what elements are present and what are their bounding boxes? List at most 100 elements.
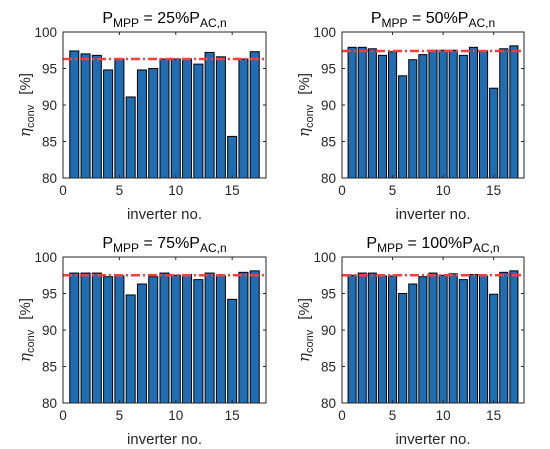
y-tick-label: 90 xyxy=(42,323,57,338)
y-label-subscript: conv xyxy=(25,329,37,353)
bar-inverter-2 xyxy=(357,272,367,404)
bar-inverter-6 xyxy=(125,294,136,404)
x-axis-label: inverter no. xyxy=(395,431,470,448)
bar-inverter-7 xyxy=(136,69,147,179)
subplot-4: 0 5 10 15 80 85 90 95 100 inverter no. ηconv [%] PMP… xyxy=(295,235,525,448)
y-tick-label: 80 xyxy=(321,396,336,411)
bar-inverter-13 xyxy=(468,46,478,179)
bar-inverter-17 xyxy=(249,270,260,404)
y-tick-label: 85 xyxy=(42,360,57,375)
subplot-3: 0 5 10 15 80 85 90 95 100 inverter no. ηconv [%] PMP… xyxy=(16,235,267,448)
bar-inverter-14 xyxy=(479,50,489,179)
y-tick-label: 100 xyxy=(313,250,336,265)
bar-inverter-9 xyxy=(159,272,170,404)
x-axis-label: inverter no. xyxy=(395,206,470,223)
bar-inverter-13 xyxy=(204,272,215,404)
y-label-subscript: conv xyxy=(25,104,37,128)
bar-inverter-4 xyxy=(103,276,114,404)
x-tick-label: 15 xyxy=(486,408,501,423)
y-tick-label: 95 xyxy=(42,287,57,302)
y-tick-label: 80 xyxy=(321,171,336,186)
x-tick-label: 10 xyxy=(168,408,183,423)
bar-inverter-16 xyxy=(499,271,509,404)
bar-inverter-3 xyxy=(91,272,102,404)
y-tick-label: 85 xyxy=(321,135,336,150)
bar-inverter-7 xyxy=(408,283,418,404)
bar-inverter-12 xyxy=(458,54,468,179)
bar-inverter-1 xyxy=(69,272,80,404)
bar-inverter-11 xyxy=(448,273,458,404)
bar-inverter-13 xyxy=(204,51,215,179)
bar-inverter-7 xyxy=(136,283,147,404)
bar-inverter-10 xyxy=(170,58,181,179)
bar-inverter-4 xyxy=(377,275,387,404)
x-axis-label: inverter no. xyxy=(127,206,202,223)
x-axis-label: inverter no. xyxy=(127,431,202,448)
y-tick-label: 95 xyxy=(321,62,336,77)
bar-inverter-4 xyxy=(103,69,114,179)
bar-inverter-3 xyxy=(91,54,102,179)
subplot-1: 0 5 10 15 80 85 90 95 100 inverter no. ηconv [%] PMP… xyxy=(16,10,267,223)
y-tick-label: 100 xyxy=(313,25,336,40)
bar-inverter-8 xyxy=(418,54,428,179)
title-subscript-1: MPP xyxy=(382,16,408,30)
y-axis-label: ηconv [%] xyxy=(295,298,316,362)
y-label-subscript: conv xyxy=(304,329,316,353)
bar-inverter-15 xyxy=(489,87,499,179)
title-subscript-1: MPP xyxy=(113,241,139,255)
subplot-2: 0 5 10 15 80 85 90 95 100 inverter no. ηconv [%] PMP… xyxy=(295,10,525,223)
x-tick-label: 15 xyxy=(225,408,240,423)
bar-inverter-14 xyxy=(215,56,226,179)
bar-inverter-12 xyxy=(193,279,204,404)
bar-inverter-12 xyxy=(193,63,204,179)
x-tick-label: 5 xyxy=(389,408,397,423)
bar-inverter-11 xyxy=(448,49,458,179)
title-subscript-1: MPP xyxy=(113,16,139,30)
bar-inverter-5 xyxy=(388,275,398,404)
y-tick-label: 95 xyxy=(321,287,336,302)
bar-inverter-4 xyxy=(377,54,387,179)
title-subscript-2: AC,n xyxy=(468,16,495,30)
y-label-unit: [%] xyxy=(296,73,313,95)
y-label-subscript: conv xyxy=(304,104,316,128)
bar-inverter-11 xyxy=(182,58,193,179)
bar-inverter-1 xyxy=(69,50,80,179)
x-tick-label: 10 xyxy=(436,408,451,423)
title-middle: = 100%P xyxy=(403,235,473,252)
title-middle: = 75%P xyxy=(139,235,200,252)
y-label-unit: [%] xyxy=(17,298,34,320)
y-label-symbol: η xyxy=(295,353,313,362)
chart-title: PMPP = 50%PAC,n xyxy=(371,10,495,30)
y-label-symbol: η xyxy=(16,128,34,137)
title-subscript-2: AC,n xyxy=(473,241,500,255)
x-tick-label: 0 xyxy=(59,408,67,423)
title-subscript-2: AC,n xyxy=(200,16,227,30)
chart-title: PMPP = 75%PAC,n xyxy=(102,235,226,255)
y-label-symbol: η xyxy=(295,128,313,137)
bar-inverter-16 xyxy=(238,271,249,404)
title-subscript-1: MPP xyxy=(377,241,403,255)
bar-inverter-15 xyxy=(227,135,238,179)
x-tick-label: 10 xyxy=(436,183,451,198)
x-tick-label: 0 xyxy=(338,183,346,198)
bar-inverter-14 xyxy=(479,275,489,404)
bar-inverter-17 xyxy=(249,51,260,179)
x-tick-label: 5 xyxy=(116,408,124,423)
bar-inverter-11 xyxy=(182,274,193,404)
bar-inverter-6 xyxy=(125,96,136,179)
bar-inverter-8 xyxy=(148,68,159,179)
bar-inverter-12 xyxy=(458,279,468,404)
x-tick-label: 15 xyxy=(486,183,501,198)
bar-inverter-15 xyxy=(227,298,238,404)
title-middle: = 50%P xyxy=(408,10,469,27)
title-middle: = 25%P xyxy=(139,10,200,27)
title-base: P xyxy=(371,10,382,27)
x-tick-label: 5 xyxy=(116,183,124,198)
bar-inverter-8 xyxy=(418,276,428,404)
y-tick-label: 90 xyxy=(42,98,57,113)
bar-inverter-8 xyxy=(148,276,159,404)
bar-inverter-10 xyxy=(438,274,448,404)
y-tick-label: 80 xyxy=(42,171,57,186)
y-tick-label: 95 xyxy=(42,62,57,77)
x-tick-label: 5 xyxy=(389,183,397,198)
